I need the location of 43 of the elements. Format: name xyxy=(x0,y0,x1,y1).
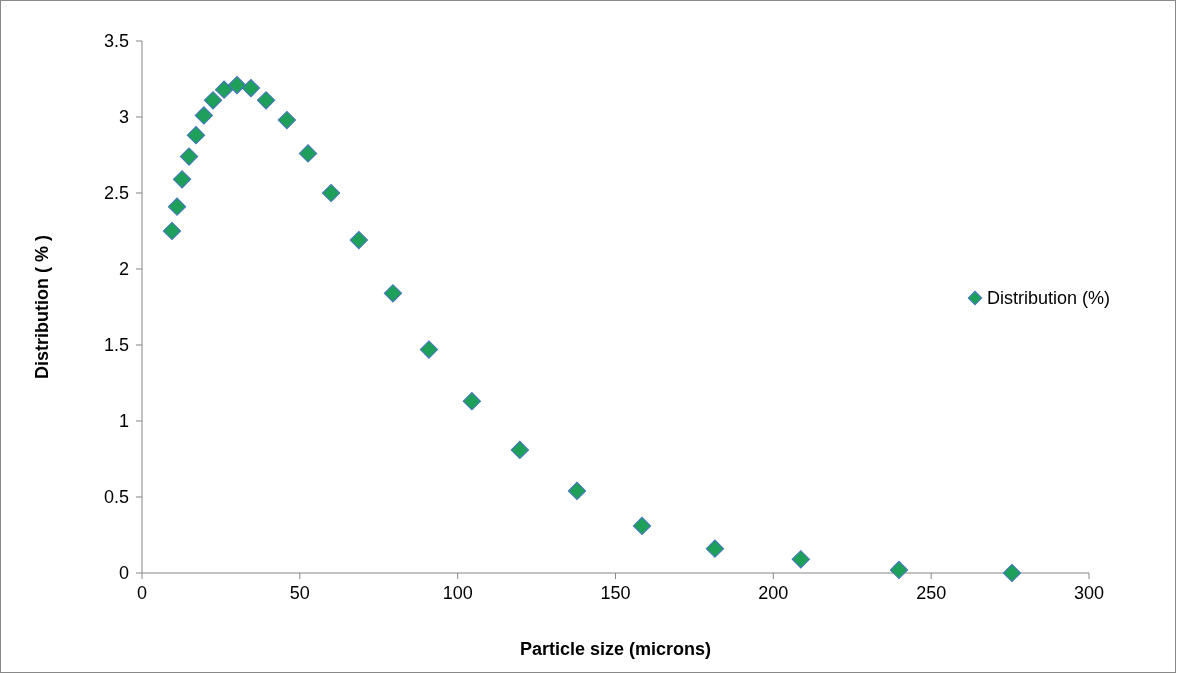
point xyxy=(889,560,909,580)
point xyxy=(172,170,192,189)
point xyxy=(321,183,341,203)
y-tick-label: 2 xyxy=(118,259,129,279)
point xyxy=(162,221,182,241)
y-tick-label: 2.5 xyxy=(103,183,129,203)
legend-label: Distribution (%) xyxy=(987,288,1111,308)
point xyxy=(419,340,439,359)
x-tick-label: 250 xyxy=(916,583,947,603)
x-tick-label: 300 xyxy=(1073,583,1105,603)
y-tick-label: 0 xyxy=(118,563,129,583)
point xyxy=(179,147,199,166)
point xyxy=(167,197,187,216)
y-axis-title: Distribution ( % ) xyxy=(32,235,52,379)
y-tick-label: 1 xyxy=(118,411,129,431)
x-tick-label: 150 xyxy=(600,583,631,603)
point xyxy=(214,80,234,99)
point xyxy=(632,516,652,536)
x-tick-label: 50 xyxy=(289,583,310,603)
point xyxy=(705,539,725,558)
point xyxy=(298,144,318,163)
point xyxy=(349,230,369,250)
x-axis-title: Particle size (microns) xyxy=(519,639,712,659)
y-tick-label: 3 xyxy=(118,107,129,127)
point xyxy=(227,75,247,95)
x-tick-label: 100 xyxy=(442,583,473,603)
point xyxy=(203,91,223,110)
y-tick-label: 3.5 xyxy=(103,31,129,51)
point xyxy=(277,110,297,130)
point xyxy=(186,126,206,145)
y-tick-label: 0.5 xyxy=(103,487,129,507)
x-tick-label: 0 xyxy=(136,583,148,603)
point xyxy=(791,550,810,569)
point xyxy=(241,78,261,98)
point xyxy=(256,91,276,110)
point xyxy=(462,392,482,411)
point xyxy=(383,284,403,303)
x-tick-label: 200 xyxy=(758,583,789,603)
y-tick-label: 1.5 xyxy=(103,335,129,355)
point xyxy=(510,440,530,460)
point xyxy=(567,481,587,501)
point xyxy=(1002,563,1022,583)
point xyxy=(194,106,214,125)
